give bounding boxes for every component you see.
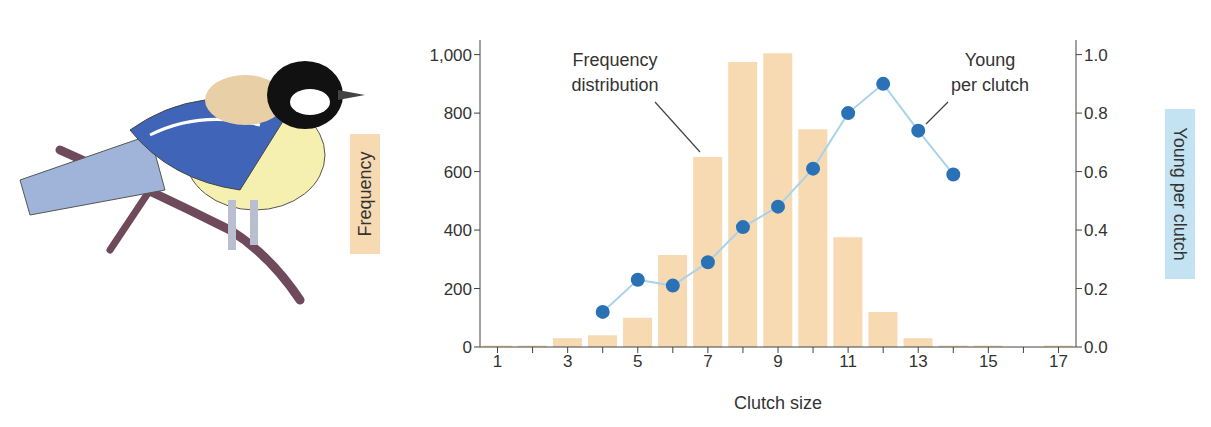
svg-text:13: 13	[909, 352, 928, 371]
svg-text:1: 1	[493, 352, 502, 371]
svg-text:5: 5	[633, 352, 642, 371]
svg-text:600: 600	[444, 163, 472, 182]
svg-text:0.2: 0.2	[1084, 280, 1108, 299]
html-text:Young per clutch: Young per clutch	[1170, 126, 1190, 261]
svg-text:200: 200	[444, 280, 472, 299]
html-text:Young: Young	[964, 50, 1016, 70]
svg-text:0: 0	[463, 338, 472, 357]
svg-text:9: 9	[773, 352, 782, 371]
svg-text:0.4: 0.4	[1084, 221, 1108, 240]
svg-text:17: 17	[1049, 352, 1068, 371]
svg-text:800: 800	[444, 104, 472, 123]
svg-text:0.6: 0.6	[1084, 163, 1108, 182]
html-text:per clutch: per clutch	[951, 75, 1029, 95]
html-text:Frequency: Frequency	[355, 151, 375, 236]
html-text:distribution: distribution	[571, 75, 659, 95]
svg-text:15: 15	[979, 352, 998, 371]
svg-text:1,000: 1,000	[429, 46, 472, 65]
svg-text:1.0: 1.0	[1084, 46, 1108, 65]
svg-text:400: 400	[444, 221, 472, 240]
svg-text:7: 7	[703, 352, 712, 371]
html-text:Frequency: Frequency	[572, 50, 658, 70]
svg-text:0.8: 0.8	[1084, 104, 1108, 123]
svg-text:3: 3	[563, 352, 572, 371]
svg-text:Clutch size: Clutch size	[734, 393, 822, 413]
svg-text:11: 11	[839, 352, 857, 371]
svg-text:0.0: 0.0	[1084, 338, 1108, 357]
